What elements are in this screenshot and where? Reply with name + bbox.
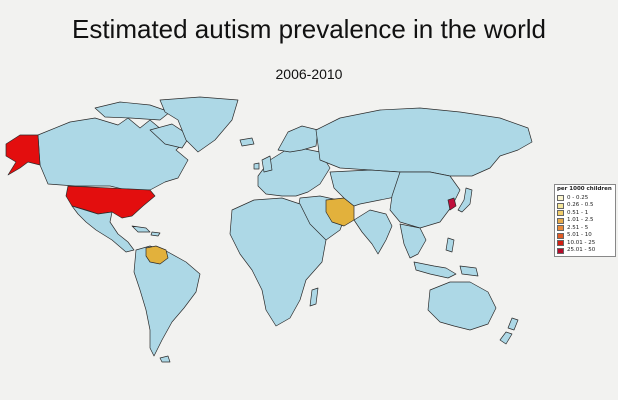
region-japan — [457, 187, 473, 213]
legend-title: per 1000 children — [557, 186, 612, 192]
legend-item-label: 2.51 - 5 — [567, 224, 589, 231]
legend-swatch — [557, 195, 564, 202]
region-south-korea[interactable] — [447, 197, 457, 211]
legend-item-label: 5.01 - 10 — [567, 232, 592, 238]
region-united-states[interactable] — [65, 185, 156, 219]
legend-item: 0 - 0.25 — [557, 195, 613, 203]
legend-swatch — [557, 210, 564, 217]
region-arctic-islands — [94, 101, 171, 121]
legend-item: 2.51 - 5 — [557, 225, 613, 233]
region-baffin-island — [149, 123, 191, 149]
region-iceland — [239, 137, 255, 147]
legend-item: 5.01 - 10 — [557, 232, 613, 240]
region-scandinavia — [277, 125, 319, 153]
region-india — [353, 209, 393, 255]
region-alaska[interactable] — [5, 134, 41, 176]
legend-item: 0.26 - 0.5 — [557, 202, 613, 210]
region-south-america — [133, 245, 201, 357]
legend-item: 0.51 - 1 — [557, 210, 613, 218]
legend-swatch — [557, 247, 564, 254]
map-subtitle: 2006-2010 — [275, 66, 343, 82]
region-africa — [229, 197, 327, 327]
region-southern-islands — [159, 355, 171, 363]
region-greenland — [159, 96, 239, 153]
legend-item-label: 0.26 - 0.5 — [567, 202, 594, 208]
legend-swatch — [557, 202, 564, 209]
legend-item: 10.01 - 25 — [557, 240, 613, 248]
region-madagascar — [309, 287, 319, 307]
region-canada — [37, 117, 189, 193]
map-title: Estimated autism prevalence in the world — [71, 14, 546, 44]
region-new-zealand — [499, 317, 519, 345]
region-russia — [315, 107, 533, 177]
legend-item-label: 0 - 0.25 — [567, 194, 589, 201]
legend-item: 1.01 - 2.5 — [557, 217, 613, 225]
legend-swatch — [557, 217, 564, 224]
region-australia — [427, 281, 497, 331]
region-central-asia — [329, 169, 411, 207]
region-china — [389, 171, 461, 229]
region-venezuela[interactable] — [145, 245, 169, 265]
legend-item-label: 1.01 - 2.5 — [567, 217, 594, 223]
region-indonesia — [413, 237, 479, 279]
world-map — [5, 96, 533, 363]
map-legend: per 1000 children 0 - 0.25 0.26 - 0.5 0.51… — [554, 184, 616, 257]
legend-item-label: 10.01 - 25 — [567, 239, 596, 246]
region-southeast-asia — [399, 223, 427, 259]
legend-swatch — [557, 232, 564, 239]
region-mexico — [71, 205, 135, 253]
legend-item-label: 0.51 - 1 — [567, 209, 589, 216]
legend-item: 25.01 - 50 — [557, 247, 613, 255]
legend-item-label: 25.01 - 50 — [567, 247, 596, 253]
region-caribbean — [131, 225, 161, 237]
region-uk — [253, 155, 273, 173]
legend-swatch — [557, 240, 564, 247]
legend-swatch — [557, 225, 564, 232]
